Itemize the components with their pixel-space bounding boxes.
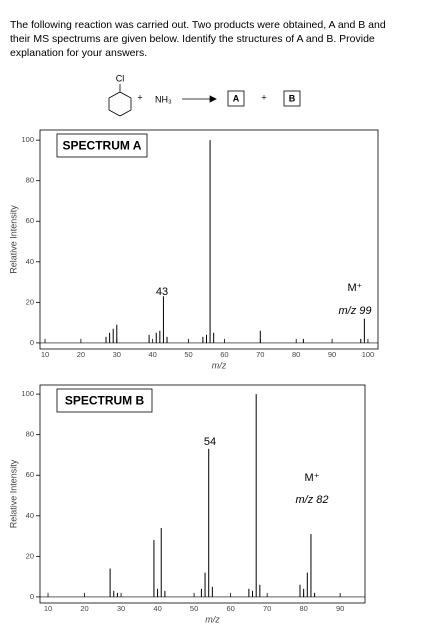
- plot-frame: [39, 384, 366, 604]
- reagent: NH₃: [155, 94, 172, 104]
- y-tick-label: 40: [26, 257, 34, 266]
- x-tick-label: 20: [80, 604, 88, 613]
- y-tick-label: 80: [26, 430, 34, 439]
- product-a: A: [233, 93, 240, 103]
- plus: +: [261, 92, 266, 102]
- question-line: their MS spectrums are given below. Iden…: [10, 33, 375, 45]
- x-axis-label: m/z: [212, 360, 227, 370]
- y-tick-label: 60: [26, 216, 34, 225]
- y-tick-label: 0: [30, 338, 34, 347]
- y-tick-label: 60: [26, 470, 34, 479]
- x-tick-label: 50: [184, 350, 192, 359]
- question-line: The following reaction was carried out. …: [10, 19, 386, 31]
- y-axis-label: Relative Intensity: [8, 205, 18, 274]
- y-tick-label: 80: [26, 176, 34, 185]
- y-tick-label: 100: [21, 389, 34, 398]
- cyclohexane-ring: [108, 91, 132, 117]
- x-axis-label: m/z: [205, 614, 220, 624]
- x-tick-label: 100: [362, 350, 375, 359]
- reaction: [108, 84, 301, 117]
- x-tick-label: 40: [153, 604, 161, 613]
- y-tick-label: 0: [30, 592, 34, 601]
- question-line: explanation for your answers.: [10, 47, 147, 59]
- x-tick-label: 80: [292, 350, 300, 359]
- y-tick-label: 20: [26, 297, 34, 306]
- plot-frame: [39, 129, 379, 350]
- x-tick-label: 10: [44, 604, 52, 613]
- x-tick-label: 30: [117, 604, 125, 613]
- y-tick-label: 20: [26, 551, 34, 560]
- annotation: 43: [156, 286, 168, 298]
- x-tick-label: 70: [263, 604, 271, 613]
- annotation: M⁺: [305, 472, 320, 484]
- title-box: [56, 133, 148, 158]
- x-tick-label: 10: [41, 350, 49, 359]
- annotation: M⁺: [348, 282, 363, 294]
- annotation: m/z 99: [338, 305, 371, 317]
- annotation: m/z 82: [295, 494, 328, 506]
- x-tick-label: 90: [328, 350, 336, 359]
- box-a: [227, 90, 245, 107]
- y-tick-label: 40: [26, 511, 34, 520]
- annotation: 54: [204, 436, 216, 448]
- substituent: Cl: [116, 73, 125, 83]
- x-tick-label: 90: [336, 604, 344, 613]
- y-axis-label: Relative Intensity: [8, 459, 18, 528]
- x-tick-label: 50: [190, 604, 198, 613]
- x-tick-label: 20: [77, 350, 85, 359]
- x-tick-label: 30: [113, 350, 121, 359]
- x-tick-label: 60: [220, 350, 228, 359]
- y-tick-label: 100: [21, 135, 34, 144]
- plus: +: [137, 92, 142, 102]
- arrow-head: [209, 95, 217, 103]
- x-tick-label: 70: [256, 350, 264, 359]
- x-tick-label: 80: [299, 604, 307, 613]
- product-b: B: [289, 93, 296, 103]
- chart-title: SPECTRUM B: [65, 394, 145, 408]
- box-b: [283, 90, 301, 107]
- x-tick-label: 40: [148, 350, 156, 359]
- x-tick-label: 60: [226, 604, 234, 613]
- chart-title: SPECTRUM A: [63, 139, 142, 153]
- title-box: [56, 388, 153, 413]
